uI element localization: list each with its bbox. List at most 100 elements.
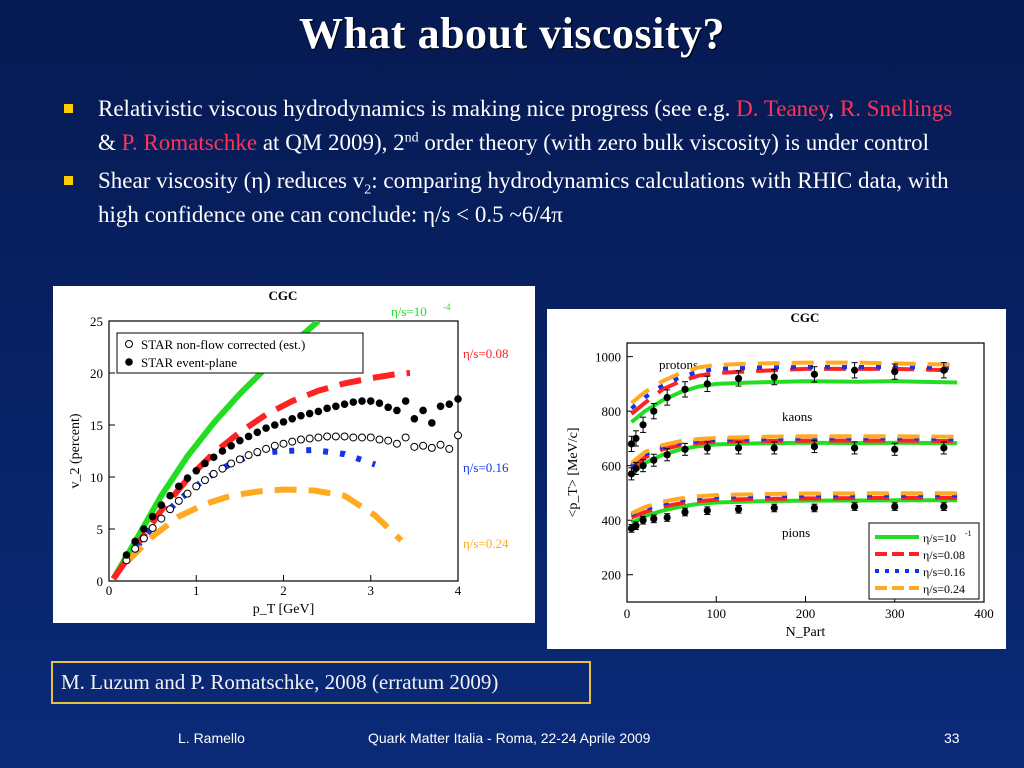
data-point-open — [148, 523, 157, 532]
data-point-filled — [703, 444, 711, 452]
data-point-filled — [639, 516, 647, 524]
data-point-filled — [770, 373, 778, 381]
y-tick-label: 15 — [90, 418, 103, 433]
data-point-open — [139, 534, 148, 543]
data-point-filled — [663, 451, 671, 459]
data-point-open — [218, 464, 227, 473]
data-point-filled — [810, 443, 819, 451]
y-tick-label: 400 — [602, 513, 622, 528]
data-point-filled — [314, 407, 323, 416]
data-point-open — [157, 514, 166, 523]
data-point-filled — [279, 418, 288, 426]
data-point-filled — [375, 399, 384, 407]
data-point-filled — [850, 444, 859, 452]
data-point-open — [174, 496, 183, 505]
model-curve-3-protons — [630, 360, 958, 405]
x-tick-label: 0 — [624, 606, 631, 621]
data-point-filled — [703, 380, 711, 388]
superscript: nd — [404, 130, 419, 146]
data-point-filled — [270, 421, 279, 429]
model-curve-3-pions — [630, 491, 958, 516]
v2-chart-panel: 0 1 2 3 4 0 5 10 15 20 25 CGC p_T [GeV] v_2 (percent)… — [53, 286, 535, 623]
data-point-filled — [349, 398, 358, 406]
data-point-filled — [627, 470, 636, 478]
data-point-filled — [419, 406, 427, 415]
data-point-filled — [650, 407, 658, 415]
bullet-text: : comparing hydrodynamics calculations w… — [98, 168, 949, 227]
data-point-open — [436, 440, 445, 449]
data-point-filled — [401, 397, 410, 405]
v2-chart: 0 1 2 3 4 0 5 10 15 20 25 CGC p_T [GeV] v_2 (percent)… — [68, 288, 509, 617]
model-curve-2-pions — [630, 493, 958, 517]
data-point-filled — [148, 512, 157, 521]
meanpt-chart: 0 100 200 300 400 200 400 600 800 1000 CGC N_Part <p… — [566, 310, 994, 640]
series-label: η/s=0.24 — [463, 536, 509, 551]
data-point-open — [270, 441, 279, 450]
bullet-text: & — [98, 130, 122, 155]
data-point-open — [288, 437, 297, 446]
y-axis-label: v_2 (percent) — [68, 413, 83, 488]
legend-label: STAR event-plane — [141, 355, 237, 370]
legend-marker-open — [125, 340, 133, 348]
y-tick-label: 1000 — [595, 350, 621, 365]
name-romatschke: P. Romatschke — [121, 130, 258, 155]
legend-label: η/s=0.24 — [923, 582, 965, 596]
annotation-protons: protons — [659, 357, 698, 372]
x-tick-label: 2 — [280, 583, 287, 598]
data-point-filled — [681, 445, 689, 453]
data-point-filled — [332, 402, 340, 411]
data-point-filled — [734, 444, 743, 452]
data-point-filled — [410, 414, 419, 423]
x-axis-label: N_Part — [786, 625, 826, 640]
data-point-open — [244, 451, 253, 460]
meanpt-chart-panel: 0 100 200 300 400 200 400 600 800 1000 CGC N_Part <p… — [547, 309, 1006, 649]
data-point-filled — [340, 400, 349, 408]
bullet-text: order theory (with zero bulk viscosity) … — [418, 130, 930, 155]
data-point-filled — [810, 504, 819, 512]
series-label: η/s=0.08 — [463, 346, 509, 361]
data-point-filled — [166, 491, 174, 500]
slide-title: What about viscosity? — [298, 9, 726, 58]
x-tick-label: 3 — [368, 583, 375, 598]
data-point-open — [375, 435, 384, 444]
bullet-text: at QM 2009), 2 — [257, 130, 405, 155]
data-point-filled — [454, 395, 462, 403]
y-tick-label: 20 — [90, 366, 103, 381]
chart-title: CGC — [269, 288, 298, 303]
series-label: η/s=0.16 — [463, 460, 509, 475]
x-tick-label: 200 — [796, 606, 816, 621]
footer-event: Quark Matter Italia - Roma, 22-24 Aprile… — [368, 730, 651, 746]
model-curve-2-protons — [630, 365, 958, 410]
data-point-filled — [639, 421, 647, 429]
y-tick-label: 0 — [97, 574, 104, 589]
data-point-filled — [140, 525, 148, 533]
data-point-open — [454, 431, 462, 440]
data-point-filled — [663, 393, 671, 402]
data-point-filled — [891, 445, 899, 453]
subscript: 2 — [364, 182, 372, 198]
y-tick-label: 25 — [90, 314, 103, 329]
data-point-filled — [632, 464, 640, 473]
data-point-filled — [244, 432, 253, 441]
data-point-filled — [428, 419, 436, 427]
bullet-item-2: Shear viscosity (η) reduces v2: comparin… — [58, 164, 968, 232]
bullet-item-1: Relativistic viscous hydrodynamics is ma… — [58, 92, 968, 160]
y-tick-label: 800 — [602, 404, 622, 419]
x-tick-label: 0 — [106, 583, 113, 598]
data-point-filled — [734, 374, 743, 383]
data-point-filled — [639, 462, 647, 470]
data-point-filled — [218, 447, 227, 455]
data-point-open — [366, 433, 375, 442]
model-curve-2 — [124, 446, 377, 563]
data-point-open — [166, 505, 175, 514]
data-point-filled — [445, 400, 454, 408]
data-point-open — [192, 482, 201, 491]
data-point-filled — [940, 444, 948, 452]
data-point-open — [209, 469, 218, 478]
data-point-filled — [253, 428, 262, 437]
data-point-filled — [891, 502, 899, 511]
data-point-open — [445, 444, 454, 453]
data-point-filled — [262, 424, 270, 432]
data-point-filled — [770, 504, 778, 512]
data-point-open — [235, 455, 244, 464]
